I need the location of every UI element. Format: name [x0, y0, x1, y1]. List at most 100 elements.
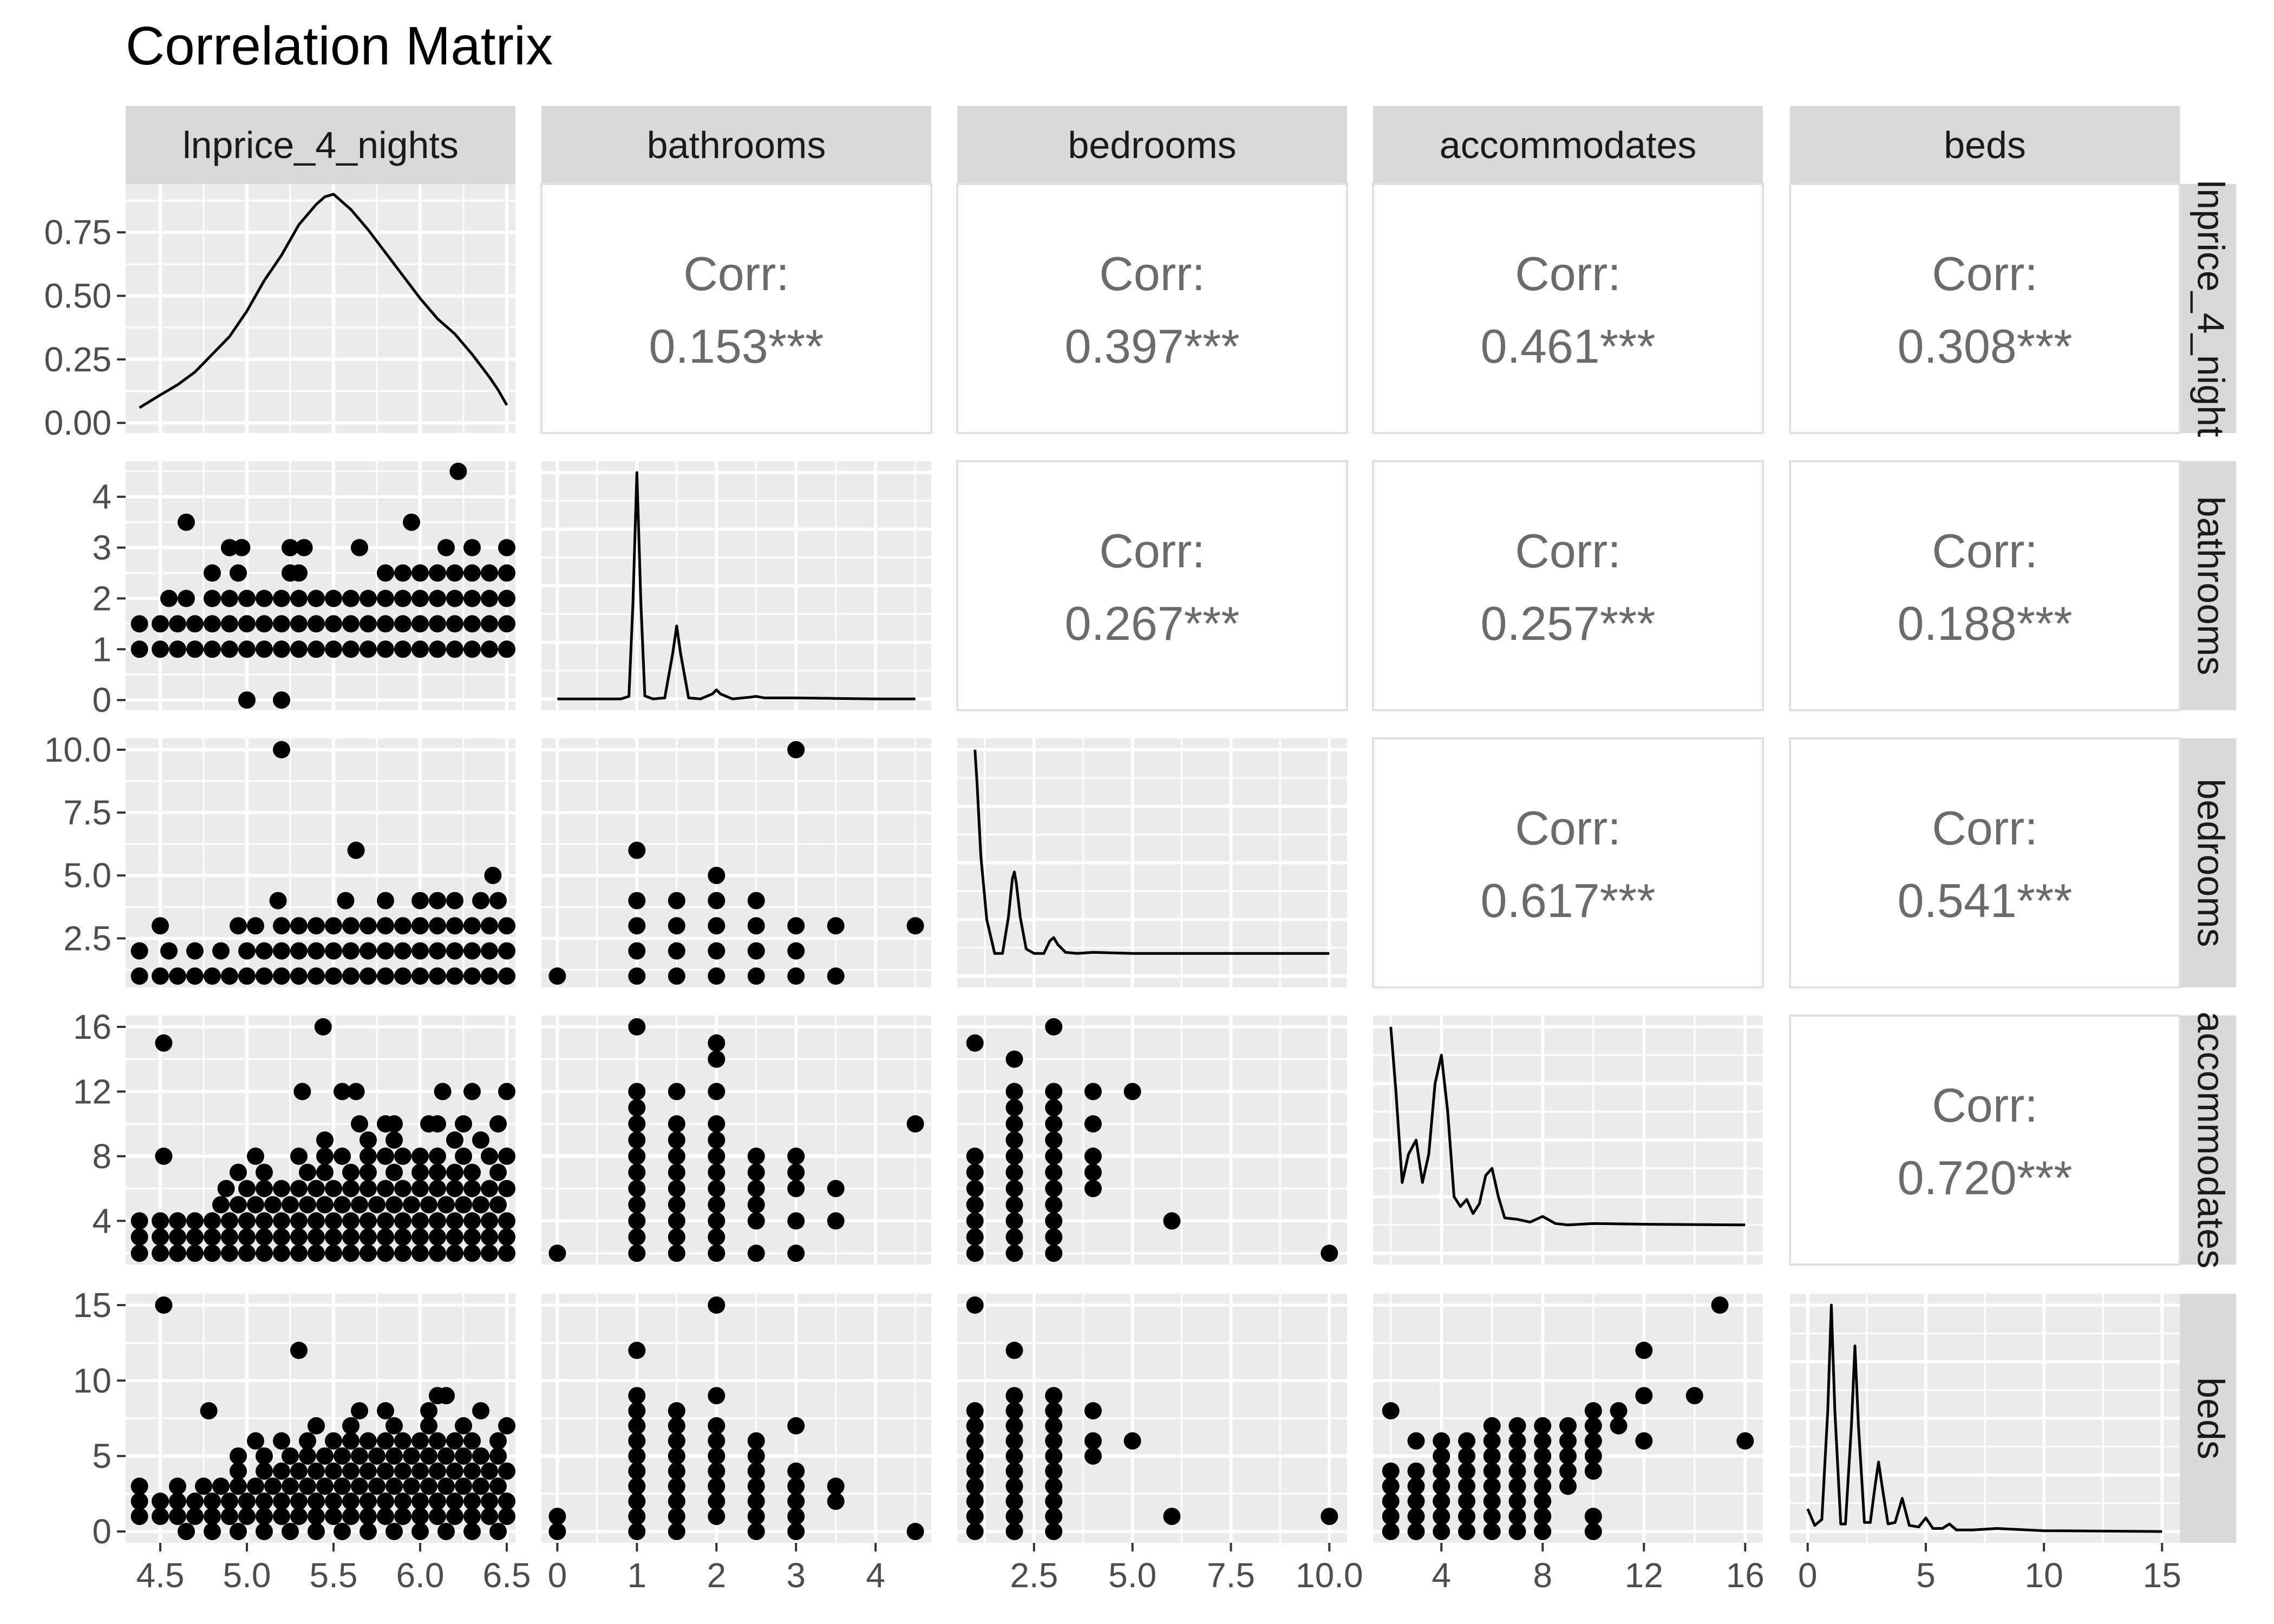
scatter-point [256, 1447, 273, 1465]
scatter-point [708, 1196, 726, 1214]
scatter-point [628, 1245, 646, 1262]
scatter-point [377, 967, 394, 985]
corr-label: Corr: [683, 247, 789, 300]
scatter-point [463, 640, 481, 658]
corr-panel [1372, 737, 1764, 988]
scatter-point [342, 1245, 360, 1262]
scatter-point [628, 1447, 646, 1465]
scatter-point [290, 1492, 308, 1510]
scatter-point [152, 1228, 169, 1246]
corr-label: Corr: [1932, 524, 2038, 578]
scatter-point [429, 1147, 446, 1165]
scatter-point [385, 1196, 403, 1214]
scatter-point [368, 1196, 385, 1214]
scatter-point [299, 1163, 316, 1181]
scatter-point [628, 1180, 646, 1197]
scatter-point [1045, 1387, 1063, 1405]
panel-layer [541, 1016, 931, 1265]
scatter-point [1508, 1432, 1526, 1450]
scatter-point [446, 942, 463, 960]
scatter-point [351, 1402, 368, 1420]
y-tick-label: 0 [92, 680, 112, 719]
scatter-point [498, 590, 515, 607]
scatter-point [130, 1245, 148, 1262]
scatter-point [204, 1523, 221, 1541]
y-tick-label: 3 [92, 528, 112, 567]
scatter-point [437, 1196, 455, 1214]
scatter-point [308, 917, 325, 935]
scatter-point [628, 1099, 646, 1117]
scatter-point [325, 1462, 342, 1480]
scatter-point [1534, 1477, 1552, 1495]
scatter-point [325, 1212, 342, 1230]
x-tick-label: 2.5 [1010, 1556, 1058, 1595]
scatter-point [668, 1447, 685, 1465]
x-tick-label: 5.0 [223, 1556, 271, 1595]
scatter-point [455, 1196, 472, 1214]
scatter-point [1711, 1296, 1729, 1314]
scatter-point [481, 1508, 498, 1525]
scatter-point [429, 917, 446, 935]
y-tick-label: 10 [73, 1361, 112, 1400]
scatter-point [195, 1477, 212, 1495]
scatter-point [455, 1147, 472, 1165]
scatter-point [1433, 1447, 1450, 1465]
scatter-point [282, 1523, 299, 1541]
scatter-point [230, 1477, 247, 1495]
scatter-point [238, 967, 256, 985]
scatter-point [481, 1212, 498, 1230]
scatter-point [1584, 1462, 1602, 1480]
scatter-point [1005, 1115, 1023, 1133]
scatter-point [747, 1180, 765, 1197]
scatter-point [1433, 1432, 1450, 1450]
scatter-point [204, 1508, 221, 1525]
scatter-point [747, 1432, 765, 1450]
scatter-point [628, 1432, 646, 1450]
scatter-point [548, 1245, 566, 1262]
scatter-point [966, 1462, 984, 1480]
y-tick-label: 0.50 [44, 277, 112, 316]
scatter-point [484, 867, 502, 885]
panel-layer [126, 184, 515, 433]
scatter-point [269, 892, 287, 909]
scatter-point [295, 539, 313, 556]
scatter-point [1123, 1083, 1141, 1101]
scatter-point [668, 1147, 685, 1165]
scatter-point [385, 1163, 403, 1181]
scatter-point [1045, 1402, 1063, 1420]
scatter-point [377, 1147, 394, 1165]
density-curve-beds [1806, 1304, 2162, 1533]
scatter-point [498, 615, 515, 633]
y-tick-label: 2 [92, 579, 112, 618]
x-tick-label: 1 [628, 1556, 647, 1595]
scatter-point [1005, 1131, 1023, 1149]
scatter-point [787, 1147, 805, 1165]
scatter-point [1045, 1163, 1063, 1181]
scatter-point [347, 841, 365, 859]
scatter-point [342, 1228, 360, 1246]
scatter-point [342, 942, 360, 960]
scatter-point [394, 1245, 411, 1262]
scatter-point [360, 615, 377, 633]
y-tick-label: 4 [92, 1201, 112, 1240]
x-tick-label: 6.0 [396, 1556, 445, 1595]
scatter-point [787, 1477, 805, 1495]
scatter-point [668, 1432, 685, 1450]
scatter-point [1508, 1447, 1526, 1465]
scatter-point [273, 615, 290, 633]
scatter-point [1045, 1196, 1063, 1214]
scatter-point [747, 1447, 765, 1465]
scatter-point [360, 640, 377, 658]
scatter-point [628, 1341, 646, 1359]
scatter-point [273, 741, 290, 758]
scatter-point [360, 1147, 377, 1165]
scatter-point [481, 1180, 498, 1197]
y-tick-label: 0.75 [44, 213, 112, 252]
scatter-point [1483, 1492, 1501, 1510]
column-strip-label: beds [1944, 124, 2026, 166]
scatter-point [463, 1245, 481, 1262]
scatter-point [489, 1163, 507, 1181]
scatter-point [273, 942, 290, 960]
corr-value: 0.617*** [1481, 874, 1656, 927]
scatter-point [204, 564, 221, 582]
